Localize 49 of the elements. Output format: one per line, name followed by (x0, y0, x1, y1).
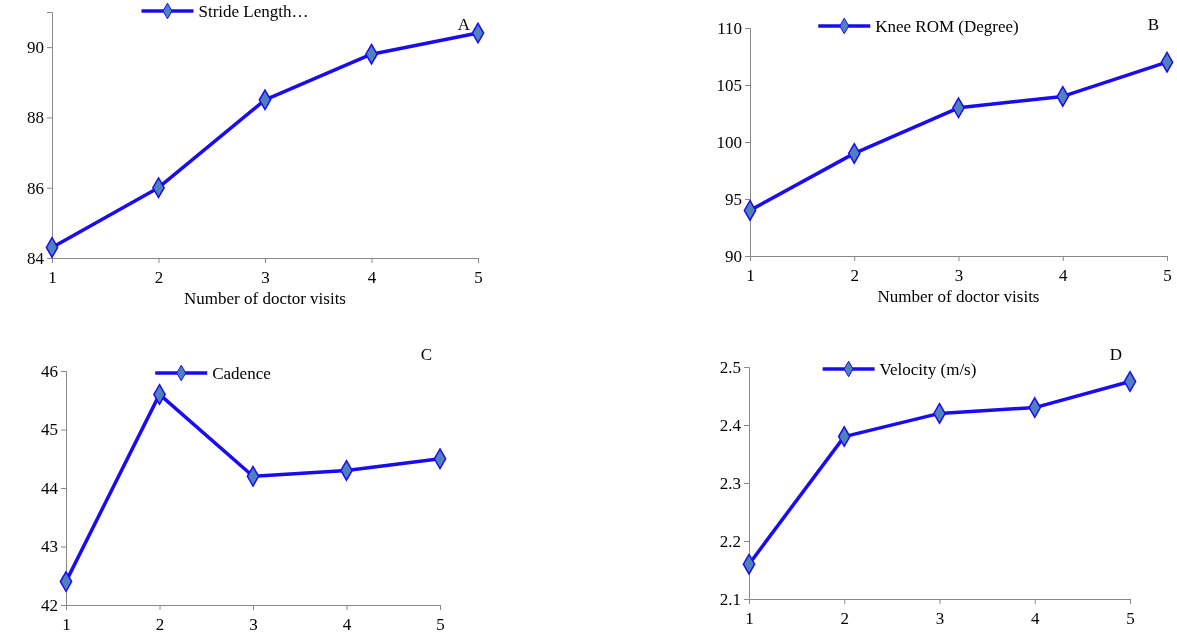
x-tick-label: 5 (1126, 609, 1135, 628)
y-tick-label: 105 (716, 75, 742, 95)
x-tick-label: 1 (48, 268, 57, 287)
y-tick-label: 84 (27, 248, 45, 268)
y-tick-label: 44 (41, 478, 59, 498)
annotation: A (457, 15, 471, 34)
x-tick-label: 5 (474, 268, 483, 287)
text: D (1109, 345, 1122, 364)
y-tick-label: 46 (41, 361, 58, 381)
x-tick-label: 4 (342, 615, 352, 634)
text: C (420, 345, 432, 364)
x-tick-label: 3 (954, 266, 964, 285)
y-tick-label: 2.5 (719, 357, 741, 377)
x-tick-label: 5 (1163, 266, 1172, 285)
x-tick-label: 4 (1031, 609, 1040, 628)
y-tick-label: 2.4 (719, 415, 742, 435)
legend-label: Cadence (212, 364, 271, 383)
x-axis-title: Number of doctor visits (184, 289, 346, 308)
x-tick-label: 2 (850, 266, 859, 285)
y-tick-label: 2.3 (719, 473, 741, 493)
x-tick-label: 4 (367, 268, 377, 287)
y-tick-label: 110 (717, 18, 742, 38)
x-tick-label: 1 (746, 266, 755, 285)
x-tick-label: 5 (436, 615, 445, 634)
y-tick-label: 2.1 (719, 589, 741, 609)
y-tick-label: 100 (716, 132, 742, 152)
x-axis-title: Number of doctor visits (877, 287, 1040, 306)
y-tick-label: 90 (725, 246, 742, 266)
x-tick-label: 2 (840, 609, 849, 628)
y-tick-label: 2.2 (719, 531, 741, 551)
annotation: B (1147, 15, 1159, 34)
x-tick-label: 2 (154, 268, 164, 287)
y-tick-label: 43 (41, 537, 58, 557)
y-tick-label: 95 (725, 189, 742, 209)
y-tick-label: 90 (27, 38, 44, 58)
x-tick-label: 1 (62, 615, 71, 634)
y-tick-label: 45 (41, 420, 58, 440)
y-tick-label: 88 (27, 108, 44, 128)
x-tick-label: 2 (155, 615, 165, 634)
x-tick-label: 3 (249, 615, 258, 634)
y-tick-label: 86 (27, 178, 44, 198)
legend-label: Stride Length… (198, 2, 309, 21)
legend-label: Knee ROM (Degree) (875, 17, 1019, 36)
x-tick-label: 3 (935, 609, 945, 628)
x-tick-label: 3 (261, 268, 270, 287)
y-tick-label: 42 (41, 595, 58, 615)
x-tick-label: 4 (1059, 266, 1068, 285)
x-tick-label: 1 (745, 609, 754, 628)
legend-label: Velocity (m/s) (879, 360, 977, 379)
